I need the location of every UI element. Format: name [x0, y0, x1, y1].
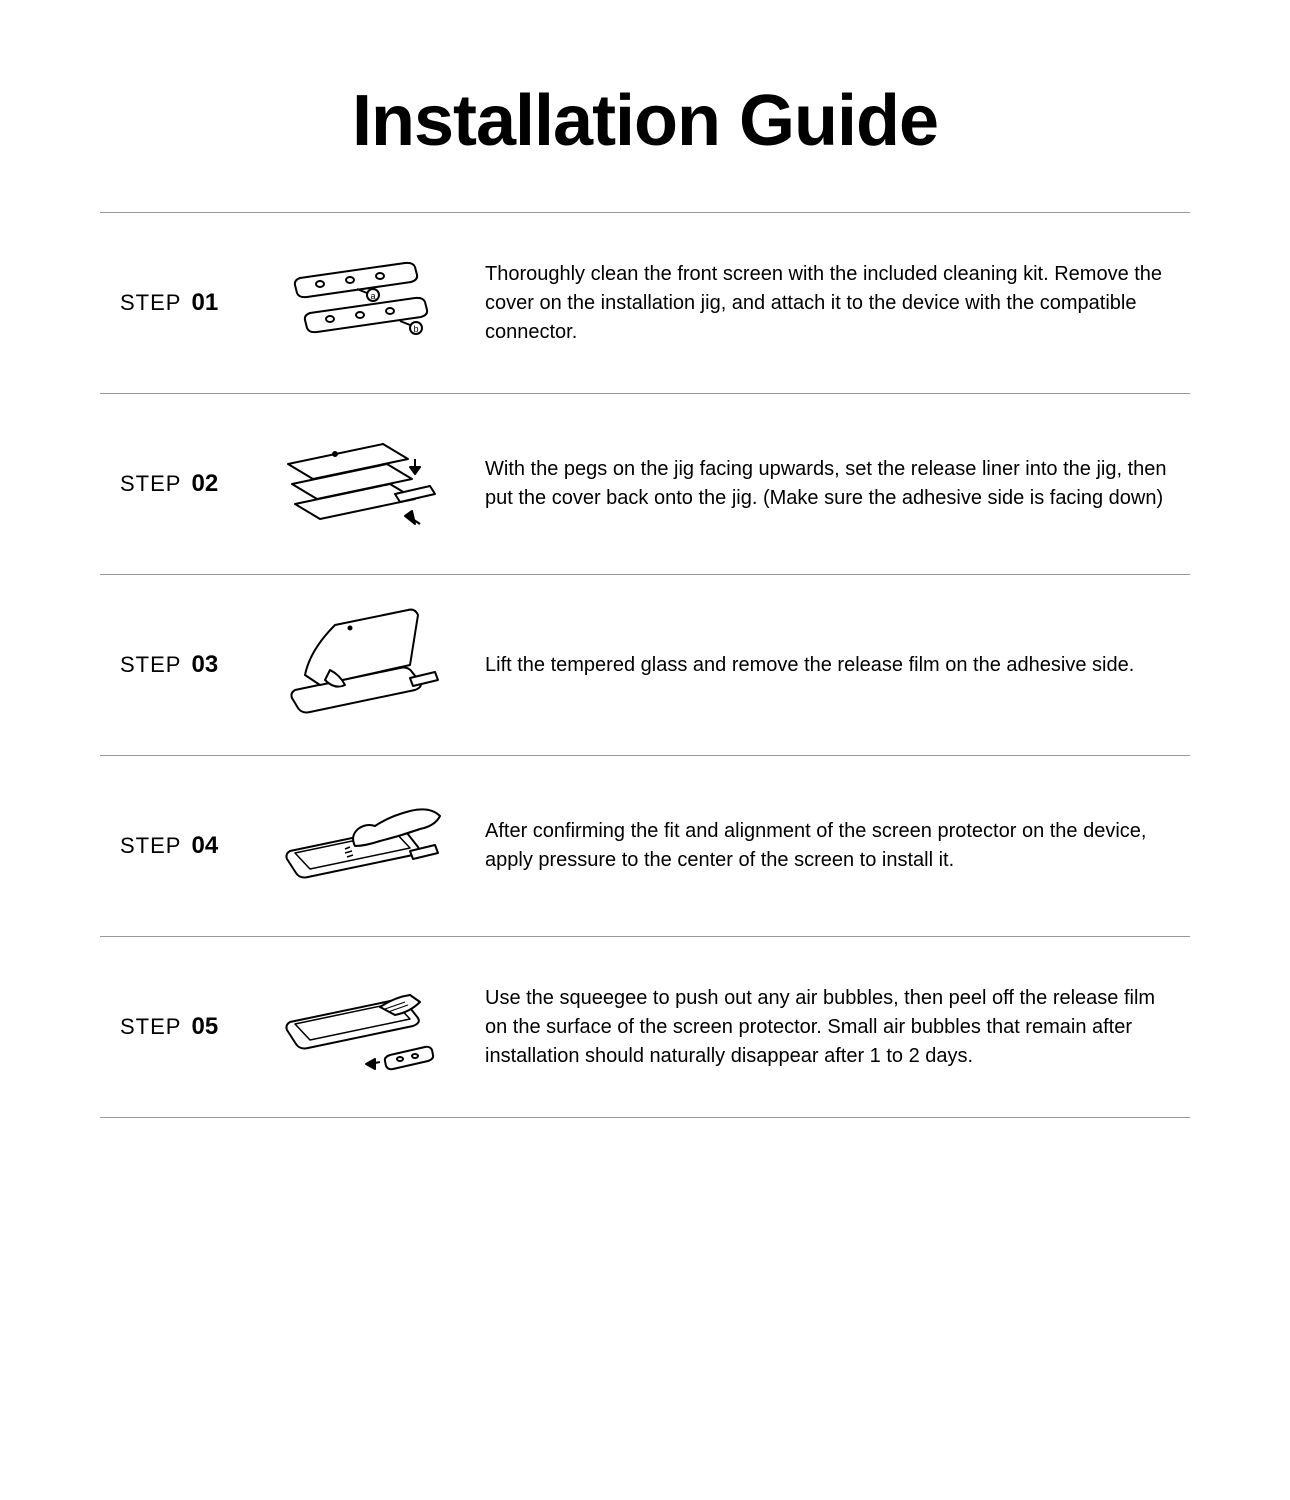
- step-label: STEP 04: [120, 832, 260, 860]
- step-row: STEP 02 With the pegs on the jig facing …: [100, 394, 1190, 574]
- step-label: STEP 01: [120, 289, 260, 317]
- divider: [100, 1117, 1190, 1118]
- step-description: Thoroughly clean the front screen with t…: [470, 260, 1170, 347]
- step-illustration-jig: a b: [280, 243, 450, 363]
- step-number: 01: [191, 289, 218, 317]
- step-number: 05: [191, 1013, 218, 1041]
- step-number: 03: [191, 651, 218, 679]
- page-title: Installation Guide: [100, 80, 1190, 162]
- step-illustration-lift: [280, 605, 450, 725]
- step-label: STEP 02: [120, 470, 260, 498]
- step-row: STEP 03 Lift the tempered glass and remo…: [100, 575, 1190, 755]
- step-row: STEP 01 a b Thoroug: [100, 213, 1190, 393]
- step-number: 04: [191, 832, 218, 860]
- step-row: STEP 05 Use the squeegee to push out any…: [100, 937, 1190, 1117]
- step-row: STEP 04 After confirming the fit and ali…: [100, 756, 1190, 936]
- svg-text:a: a: [370, 291, 375, 301]
- step-illustration-press: [280, 786, 450, 906]
- step-word: STEP: [120, 290, 181, 316]
- step-word: STEP: [120, 652, 181, 678]
- step-number: 02: [191, 470, 218, 498]
- step-label: STEP 03: [120, 651, 260, 679]
- step-description: After confirming the fit and alignment o…: [470, 817, 1170, 875]
- step-illustration-layers: [280, 424, 450, 544]
- svg-text:b: b: [413, 324, 418, 334]
- step-illustration-squeegee: [280, 967, 450, 1087]
- step-word: STEP: [120, 1014, 181, 1040]
- step-description: With the pegs on the jig facing upwards,…: [470, 455, 1170, 513]
- step-word: STEP: [120, 471, 181, 497]
- step-label: STEP 05: [120, 1013, 260, 1041]
- step-description: Use the squeegee to push out any air bub…: [470, 984, 1170, 1071]
- step-description: Lift the tempered glass and remove the r…: [470, 651, 1170, 680]
- step-word: STEP: [120, 833, 181, 859]
